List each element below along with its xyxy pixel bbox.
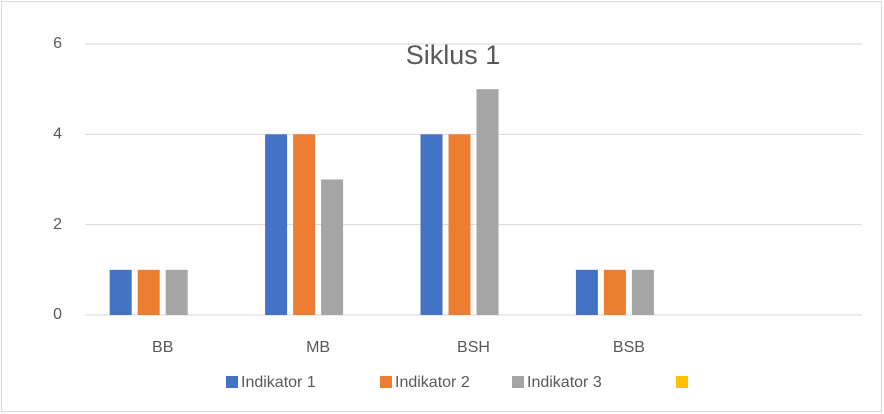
legend-swatch: [226, 376, 238, 388]
bar: [420, 134, 443, 315]
bar: [575, 269, 598, 315]
bar: [265, 134, 288, 315]
y-tick-label: 0: [53, 306, 62, 323]
y-tick-label: 4: [53, 126, 62, 143]
legend-label: Indikator 2: [395, 374, 470, 391]
bar: [603, 269, 626, 315]
bar: [631, 269, 654, 315]
x-tick-label: BB: [152, 339, 173, 356]
bar: [321, 179, 344, 315]
bar: [293, 134, 316, 315]
bar: [109, 269, 132, 315]
y-tick-label: 2: [53, 216, 62, 233]
legend-label: Indikator 1: [241, 374, 316, 391]
y-tick-label: 6: [53, 35, 62, 52]
chart-title: Siklus 1: [406, 40, 501, 70]
x-tick-label: MB: [306, 339, 330, 356]
x-tick-label: BSH: [457, 339, 490, 356]
bar: [137, 269, 160, 315]
bar: [448, 134, 471, 315]
legend-label: Indikator 3: [527, 374, 602, 391]
bar: [476, 89, 499, 316]
legend-swatch: [512, 376, 524, 388]
legend-swatch: [380, 376, 392, 388]
legend-swatch: [676, 376, 688, 388]
bar: [165, 269, 188, 315]
x-tick-label: BSB: [613, 339, 645, 356]
